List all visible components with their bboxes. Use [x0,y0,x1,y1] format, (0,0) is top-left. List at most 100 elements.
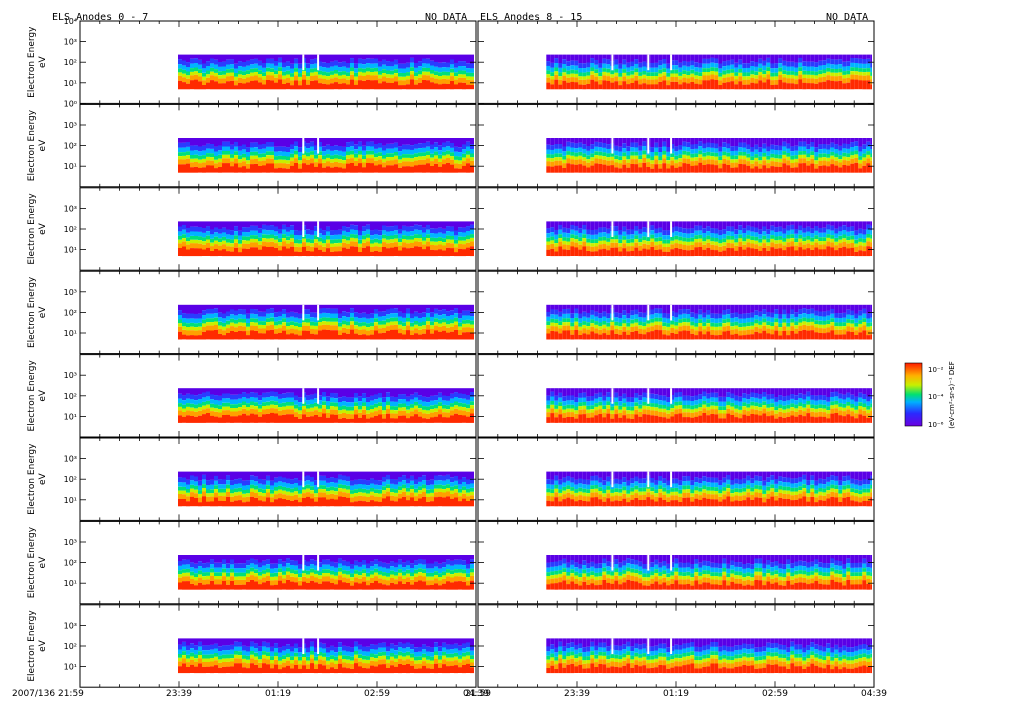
energy-band-cell [194,226,198,232]
energy-band-cell [386,413,390,423]
energy-band-cell [694,54,699,63]
energy-band-cell [366,229,370,235]
energy-band-cell [306,84,310,90]
energy-band-cell [270,408,274,413]
energy-band-cell [618,54,623,64]
energy-band-cell [358,54,362,59]
energy-band-cell [346,646,350,652]
energy-band-cell [310,239,314,244]
energy-band-cell [242,572,246,577]
energy-band-cell [362,80,366,90]
energy-band-cell [242,658,246,663]
energy-band-cell [182,494,186,500]
energy-band-cell [186,237,190,242]
energy-band-cell [698,84,703,90]
energy-band-cell [254,660,258,665]
energy-band-cell [394,496,398,502]
data-gap [302,388,305,404]
energy-band-cell [202,484,206,488]
energy-band-cell [302,74,306,80]
energy-band-cell [282,221,286,225]
energy-band-cell [214,411,218,417]
energy-band-cell [214,653,218,657]
energy-band-cell [346,574,350,579]
energy-band-cell [350,497,354,503]
energy-band-cell [258,567,262,572]
energy-band-cell [262,304,266,312]
energy-band-cell [454,67,458,73]
energy-band-cell [190,221,194,227]
energy-band-cell [246,668,250,674]
energy-band-cell [230,388,234,395]
energy-band-cell [410,399,414,405]
energy-band-cell [186,388,190,394]
energy-band-cell [578,63,583,68]
energy-band-cell [242,650,246,656]
energy-band-cell [654,62,659,68]
energy-band-cell [582,63,587,69]
energy-band-cell [378,493,382,497]
energy-band-cell [638,54,643,63]
energy-band-cell [326,664,330,670]
energy-band-cell [402,144,406,150]
energy-band-cell [230,568,234,573]
energy-band-cell [230,408,234,412]
energy-band-cell [382,659,386,665]
energy-band-cell [370,657,374,661]
energy-band-cell [590,63,595,68]
energy-band-cell [406,72,410,76]
energy-band-cell [250,646,254,651]
energy-band-cell [230,654,234,658]
energy-band-cell [430,241,434,245]
energy-band-cell [194,166,198,173]
energy-band-cell [282,406,286,410]
energy-band-cell [450,138,454,144]
data-gap [302,54,305,71]
energy-band-cell [450,477,454,483]
energy-band-cell [222,71,226,75]
energy-band-cell [434,395,438,401]
energy-band-cell [226,242,230,247]
energy-band-cell [378,333,382,340]
energy-band-cell [194,304,198,314]
energy-band-cell [222,151,226,155]
energy-band-cell [454,317,458,322]
energy-band-cell [322,221,326,231]
energy-band-cell [302,573,306,577]
energy-band-cell [258,492,262,496]
energy-band-cell [306,638,310,648]
energy-band-cell [738,59,743,65]
energy-band-cell [182,581,186,590]
energy-band-cell [322,246,326,252]
energy-band-cell [234,54,238,64]
energy-band-cell [334,406,338,410]
energy-band-cell [294,660,298,665]
energy-band-cell [350,237,354,242]
energy-band-cell [466,638,470,643]
energy-band-cell [342,226,346,231]
energy-band-cell [242,153,246,158]
energy-band-cell [282,499,286,507]
energy-band-cell [374,658,378,662]
energy-band-cell [250,159,254,165]
energy-band-cell [390,638,394,644]
energy-band-cell [262,402,266,406]
energy-band-cell [242,397,246,402]
energy-band-cell [646,72,651,77]
energy-band-cell [270,238,274,242]
energy-band-cell [326,235,330,240]
energy-band-cell [214,489,218,493]
energy-band-cell [470,413,474,423]
energy-band-cell [250,388,254,393]
energy-band-cell [286,397,290,402]
energy-band-cell [442,562,446,568]
energy-band-cell [366,493,370,497]
energy-band-cell [426,234,430,239]
energy-band-cell [726,60,731,66]
energy-band-cell [558,84,563,90]
energy-band-cell [614,72,619,77]
energy-band-cell [306,221,310,230]
energy-band-cell [702,75,707,81]
energy-band-cell [410,388,414,395]
energy-band-cell [314,664,318,669]
